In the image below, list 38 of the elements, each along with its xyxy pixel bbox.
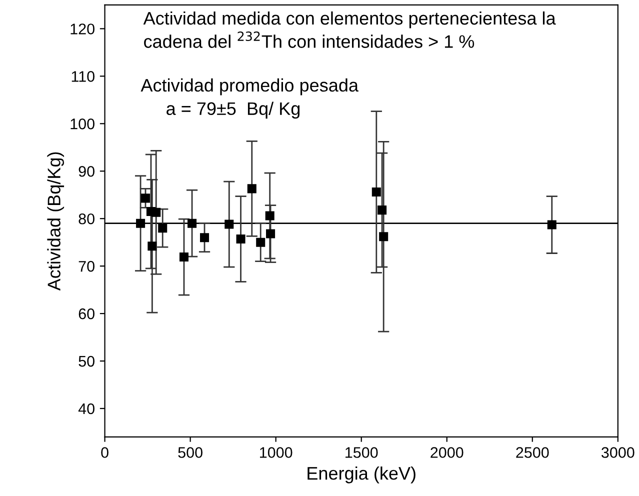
y-tick-label: 100	[70, 118, 94, 130]
x-tick-label: 2500	[516, 447, 549, 458]
point	[265, 211, 274, 220]
point	[256, 238, 266, 247]
point	[236, 234, 246, 244]
x-tick-label: 0	[101, 447, 108, 458]
annotation: Actividad medida con elementos pertenecientesa la cadena del $^{232}$Th con intensidades > 1 %	[143, 11, 556, 48]
x-tick-label: 1500	[346, 447, 378, 458]
x-tick-label: 3000	[602, 447, 634, 458]
point	[136, 218, 146, 228]
x-tick-label: 1000	[260, 447, 292, 458]
y-tick-label: 60	[78, 308, 94, 320]
point	[188, 218, 197, 228]
y-axis-title: Actividad (Bq/Kg)	[47, 152, 64, 291]
y-tick-label: 110	[72, 71, 94, 82]
point	[379, 232, 388, 242]
point	[372, 187, 381, 197]
x-tick-label: 2000	[430, 447, 464, 458]
point	[378, 206, 387, 215]
point	[152, 208, 161, 217]
point	[547, 220, 556, 230]
point	[140, 194, 150, 203]
y-tick-label: 40	[78, 403, 94, 414]
point	[247, 184, 256, 194]
y-tick-label: 90	[78, 166, 94, 177]
x-tick-label: 500	[178, 447, 202, 458]
x-axis-title: Energia (keV)	[308, 466, 416, 484]
y-tick-label: 80	[78, 213, 94, 224]
annotation: Actividad promedio pesada a = 79±5 Bq/ Kg	[140, 78, 359, 119]
y-tick-label: 50	[78, 356, 94, 367]
y-tick-label: 70	[78, 260, 94, 272]
point	[266, 229, 276, 238]
point	[200, 233, 210, 242]
point	[148, 242, 157, 251]
y-tick-label: 120	[70, 24, 94, 34]
point	[224, 220, 234, 229]
point	[158, 224, 168, 233]
point	[179, 252, 188, 262]
